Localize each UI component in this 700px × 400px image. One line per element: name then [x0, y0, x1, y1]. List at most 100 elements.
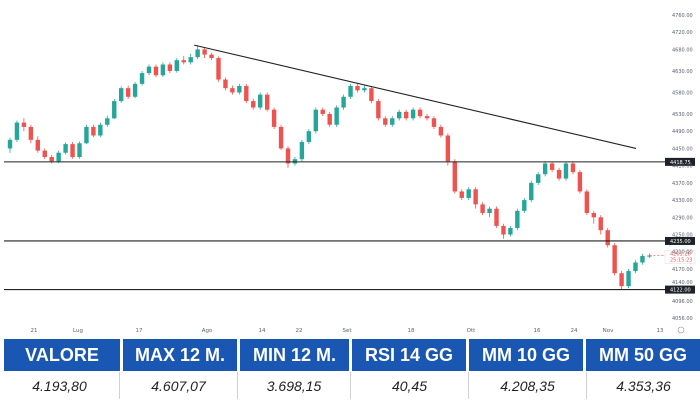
candle-body[interactable]	[125, 88, 131, 97]
candle-body[interactable]	[403, 111, 409, 119]
stock-chart[interactable]: 4418.75 4235.00 4122.00 4201.26 25:15:23 476…	[0, 0, 700, 337]
candle-body[interactable]	[167, 64, 173, 71]
candle-body[interactable]	[536, 174, 541, 183]
candle-body[interactable]	[258, 94, 263, 108]
candle-body[interactable]	[112, 101, 117, 119]
candle-body[interactable]	[362, 88, 367, 91]
candle-body[interactable]	[563, 163, 569, 179]
settings-icon[interactable]	[677, 326, 685, 334]
date-axis-label: 16	[534, 328, 541, 334]
candle-body[interactable]	[313, 109, 318, 132]
candle-body[interactable]	[299, 141, 305, 160]
candle-body[interactable]	[230, 88, 235, 93]
candle-body[interactable]	[556, 169, 562, 179]
candle-body[interactable]	[341, 96, 346, 108]
candle-body[interactable]	[508, 228, 513, 235]
candle-body[interactable]	[487, 208, 492, 213]
candle-body[interactable]	[306, 131, 312, 142]
candle-body[interactable]	[501, 225, 506, 235]
date-axis-label: Ott	[467, 328, 476, 334]
candle-body[interactable]	[383, 118, 388, 125]
candle-body[interactable]	[285, 148, 291, 164]
candle-body[interactable]	[640, 256, 645, 263]
candle-body[interactable]	[619, 273, 624, 287]
candle-body[interactable]	[466, 189, 471, 198]
candle-body[interactable]	[98, 124, 103, 136]
candle-body[interactable]	[70, 144, 75, 158]
date-axis-label: Ago	[202, 328, 213, 334]
candle-body[interactable]	[577, 172, 583, 192]
candle-body[interactable]	[202, 49, 207, 55]
candle-body[interactable]	[28, 126, 34, 140]
candle-body[interactable]	[515, 210, 520, 229]
candle-body[interactable]	[91, 126, 96, 136]
candle-body[interactable]	[35, 139, 40, 151]
candle-body[interactable]	[139, 73, 145, 84]
candle-body[interactable]	[278, 126, 284, 149]
candle-body[interactable]	[410, 109, 416, 119]
price-axis-label: 4210.00	[672, 250, 693, 256]
candle-body[interactable]	[570, 163, 576, 173]
candle-body[interactable]	[334, 107, 339, 125]
candle-body[interactable]	[77, 143, 82, 158]
candle-body[interactable]	[153, 66, 159, 76]
candle-body[interactable]	[237, 86, 242, 93]
candle-body[interactable]	[251, 101, 256, 108]
candle-body[interactable]	[522, 200, 527, 211]
candle-body[interactable]	[612, 245, 617, 274]
candle-body[interactable]	[174, 60, 179, 71]
candle-body[interactable]	[216, 58, 221, 80]
candle-body[interactable]	[584, 191, 590, 213]
candle-body[interactable]	[369, 88, 374, 102]
candle-body[interactable]	[271, 109, 277, 127]
candle-body[interactable]	[327, 113, 332, 125]
candle-body[interactable]	[84, 126, 89, 144]
candle-body[interactable]	[626, 271, 631, 287]
candle-body[interactable]	[209, 54, 214, 59]
candle-body[interactable]	[355, 86, 360, 91]
candle-body[interactable]	[146, 66, 152, 74]
candle-body[interactable]	[188, 57, 193, 63]
candle-body[interactable]	[438, 126, 444, 136]
candle-body[interactable]	[529, 182, 534, 201]
candle-body[interactable]	[424, 116, 430, 119]
candle-body[interactable]	[195, 49, 200, 58]
candle-body[interactable]	[452, 161, 457, 192]
candle-body[interactable]	[591, 212, 596, 218]
candle-body[interactable]	[223, 79, 228, 89]
candle-body[interactable]	[542, 163, 548, 175]
candle-body[interactable]	[397, 111, 402, 119]
candle-body[interactable]	[320, 109, 325, 114]
candle-body[interactable]	[348, 86, 353, 97]
candle-body[interactable]	[63, 144, 68, 153]
candle-body[interactable]	[633, 262, 638, 272]
candle-body[interactable]	[390, 118, 395, 125]
candle-body[interactable]	[417, 109, 423, 117]
candle-body[interactable]	[132, 83, 138, 97]
candle-body[interactable]	[376, 101, 381, 119]
candle-body[interactable]	[549, 163, 555, 170]
candle-body[interactable]	[264, 94, 270, 110]
candle-body[interactable]	[7, 139, 13, 149]
candle-body[interactable]	[14, 122, 20, 140]
candle-body[interactable]	[473, 189, 478, 205]
candle-body[interactable]	[605, 230, 610, 246]
candle-body[interactable]	[494, 208, 499, 226]
price-axis-label: 4250.00	[672, 233, 693, 239]
candle-body[interactable]	[459, 191, 464, 198]
candle-body[interactable]	[119, 88, 124, 102]
candle-body[interactable]	[105, 118, 110, 125]
candle-body[interactable]	[160, 64, 166, 76]
candle-body[interactable]	[21, 122, 27, 127]
candle-body[interactable]	[647, 255, 652, 257]
candle-body[interactable]	[598, 217, 603, 231]
candle-body[interactable]	[244, 86, 249, 102]
candle-body[interactable]	[480, 204, 485, 213]
candle-body[interactable]	[56, 152, 61, 162]
candle-body[interactable]	[42, 150, 47, 158]
candle-body[interactable]	[431, 118, 437, 127]
candle-body[interactable]	[445, 135, 451, 162]
candle-body[interactable]	[181, 60, 186, 63]
candle-body[interactable]	[49, 157, 54, 162]
